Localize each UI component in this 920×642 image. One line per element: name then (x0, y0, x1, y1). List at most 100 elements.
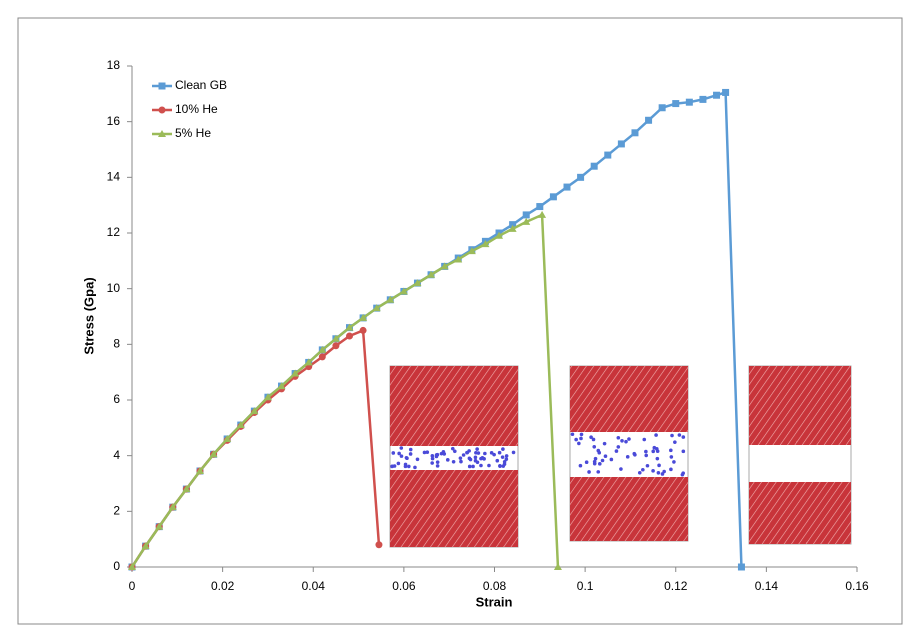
y-tick-label: 4 (113, 448, 120, 462)
inset-dot (492, 452, 496, 457)
inset-dot (655, 456, 660, 461)
inset-dot (570, 432, 575, 437)
data-point (577, 173, 585, 181)
x-tick-label: 0 (129, 579, 136, 593)
inset-dot (434, 454, 439, 459)
data-point (209, 450, 218, 458)
y-axis-title: Stress (Gpa) (81, 277, 96, 354)
inset-dot (473, 455, 478, 460)
inset-dot (614, 449, 619, 453)
data-point (372, 304, 381, 312)
inset-dot (603, 454, 608, 459)
inset-dot (435, 460, 440, 464)
data-point (427, 270, 436, 278)
x-tick-label: 0.12 (664, 579, 688, 593)
inset-dot (392, 464, 397, 468)
inset-dot (681, 435, 686, 439)
inset-dot (657, 463, 661, 468)
inset-dot (660, 472, 665, 476)
inset-dot (430, 461, 434, 465)
data-point (182, 485, 191, 493)
x-tick-label: 0.06 (392, 579, 416, 593)
data-point (495, 231, 504, 239)
inset-dot (461, 453, 466, 457)
inset-dot (642, 437, 647, 442)
inset-dot (408, 452, 413, 456)
data-point (359, 313, 368, 321)
data-point (590, 162, 598, 170)
inset-dot (479, 463, 483, 468)
data-point (250, 407, 259, 415)
data-point (522, 217, 531, 225)
x-tick-label: 0.08 (483, 579, 507, 593)
inset-dot (592, 459, 597, 464)
inset-dot (592, 444, 597, 449)
inset-dot (584, 460, 589, 465)
inset-dot (644, 449, 648, 454)
inset-dot (439, 451, 444, 456)
inset-dot (459, 459, 463, 464)
inset-dot (430, 454, 435, 458)
inset-dot (435, 464, 440, 468)
data-point (604, 151, 612, 159)
data-point (386, 295, 395, 303)
inset-dot (656, 470, 661, 475)
inset-dot (680, 472, 685, 477)
inset-dot (600, 458, 605, 463)
inset-dot (669, 455, 674, 459)
data-point (672, 100, 680, 108)
inset-dot (669, 448, 673, 453)
y-tick-label: 6 (113, 392, 120, 406)
inset-dot (415, 457, 420, 462)
inset-dot (579, 432, 584, 437)
x-tick-label: 0.04 (302, 579, 326, 593)
inset-dot (574, 437, 578, 442)
x-tick-label: 0.1 (577, 579, 594, 593)
inset-dot (589, 435, 593, 440)
data-point (128, 563, 136, 570)
inset-dot (597, 462, 602, 466)
data-point (304, 358, 313, 366)
inset-dot (422, 450, 427, 455)
inset-dot (504, 457, 509, 461)
inset-dot (587, 470, 591, 474)
data-point (454, 255, 463, 263)
inset-dot (471, 464, 475, 469)
inset-dot (475, 447, 479, 451)
data-point (399, 287, 408, 295)
inset-dot (616, 435, 621, 440)
inset-dot (399, 454, 404, 458)
data-point (722, 88, 730, 96)
inset-dot (487, 463, 491, 468)
data-point (713, 91, 721, 99)
y-tick-label: 14 (107, 170, 121, 184)
inset-dot (399, 446, 404, 450)
data-point (658, 104, 666, 112)
inset-dot (396, 461, 401, 466)
inset-dot (673, 440, 677, 444)
inset-dot (619, 467, 623, 471)
data-point (467, 247, 476, 255)
data-point (291, 369, 300, 377)
inset-dot (458, 456, 463, 460)
data-point (645, 116, 653, 124)
inset-dot (500, 455, 505, 459)
inset-dot (408, 447, 413, 452)
data-point (737, 563, 745, 571)
inset-dot (501, 464, 506, 468)
data-point (440, 262, 449, 270)
inset-dot (620, 439, 624, 443)
inset-dot (681, 449, 686, 454)
inset-dot (637, 470, 642, 475)
inset-dot (407, 464, 411, 469)
inset-dot (578, 463, 583, 468)
data-point (263, 393, 272, 401)
legend-label: Clean GB (175, 78, 227, 92)
inset-dot (511, 450, 516, 455)
inset-dot (451, 459, 456, 464)
inset-dot (579, 436, 583, 441)
inset-dot (467, 456, 472, 461)
data-point (509, 221, 517, 229)
inset-dot (397, 451, 401, 456)
